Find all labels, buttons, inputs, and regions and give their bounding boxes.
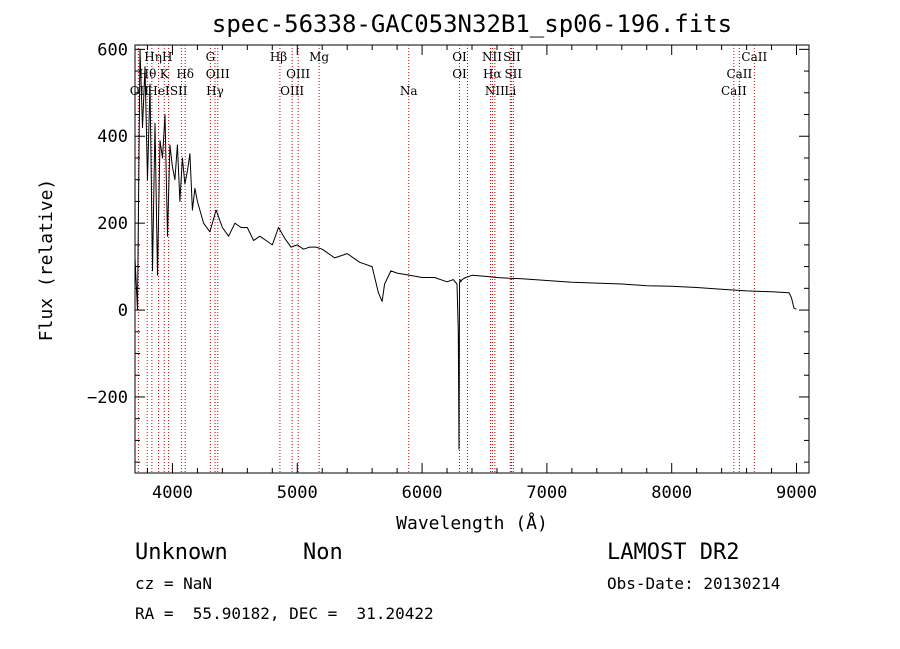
line-label-6: NII — [482, 50, 502, 64]
line-label-22: OIII — [280, 84, 304, 98]
object-class: Unknown — [135, 540, 228, 565]
survey-name: LAMOST DR2 — [607, 540, 740, 565]
line-label-24: NII — [485, 84, 505, 98]
y-tick-label-3: 400 — [97, 127, 128, 147]
x-tick-label-0: 4000 — [152, 483, 193, 503]
line-label-12: OIII — [206, 67, 230, 81]
x-tick-label-2: 6000 — [402, 483, 443, 503]
line-label-10: K — [160, 67, 170, 81]
line-label-4: Mg — [309, 50, 329, 64]
line-markers — [137, 45, 755, 473]
line-label-14: OI — [452, 67, 467, 81]
object-subclass: Non — [303, 540, 343, 565]
line-label-7: SII — [503, 50, 521, 64]
spectrum-line-0 — [134, 48, 797, 450]
x-tick-label-5: 9000 — [776, 483, 817, 503]
axis-ticks: 4000 5000 6000 7000 8000 9000 −200 0 200 400 600 — [87, 40, 817, 503]
y-tick-label-0: −200 — [87, 388, 128, 408]
plot-frame — [134, 44, 810, 474]
y-tick-label-4: 600 — [97, 40, 128, 60]
line-label-23: Na — [400, 84, 418, 98]
redshift-cz: cz = NaN — [135, 574, 213, 593]
y-axis-label: Flux (relative) — [36, 179, 57, 342]
line-label-1: H — [162, 50, 172, 64]
line-label-19: HeI — [147, 84, 170, 98]
x-axis-label: Wavelength (Å) — [396, 512, 548, 534]
line-label-13: OIII — [286, 67, 310, 81]
line-label-25: Li — [504, 84, 516, 98]
line-label-11: Hδ — [176, 67, 194, 81]
y-tick-label-2: 200 — [97, 214, 128, 234]
line-label-15: Hα — [483, 67, 502, 81]
line-label-3: Hβ — [270, 50, 287, 64]
chart-title: spec-56338-GAC053N32B1_sp06-196.fits — [212, 10, 732, 38]
x-tick-label-1: 5000 — [277, 483, 318, 503]
ra-dec-coordinates: RA = 55.90182, DEC = 31.20422 — [135, 604, 434, 623]
line-label-17: CaII — [726, 67, 752, 81]
line-label-0: Hη — [144, 50, 162, 64]
spectrum-series — [134, 48, 797, 450]
x-tick-label-4: 8000 — [651, 483, 692, 503]
x-tick-label-3: 7000 — [526, 483, 567, 503]
line-label-16: SII — [504, 67, 522, 81]
line-label-2: G — [206, 50, 216, 64]
line-label-21: Hγ — [206, 84, 224, 98]
line-label-5: OI — [452, 50, 467, 64]
line-label-9: Hθ — [139, 67, 157, 81]
line-label-8: CaII — [741, 50, 767, 64]
line-label-26: CaII — [721, 84, 747, 98]
y-tick-label-1: 0 — [118, 301, 128, 321]
line-label-20: SII — [170, 84, 188, 98]
observation-date: Obs-Date: 20130214 — [607, 574, 781, 593]
